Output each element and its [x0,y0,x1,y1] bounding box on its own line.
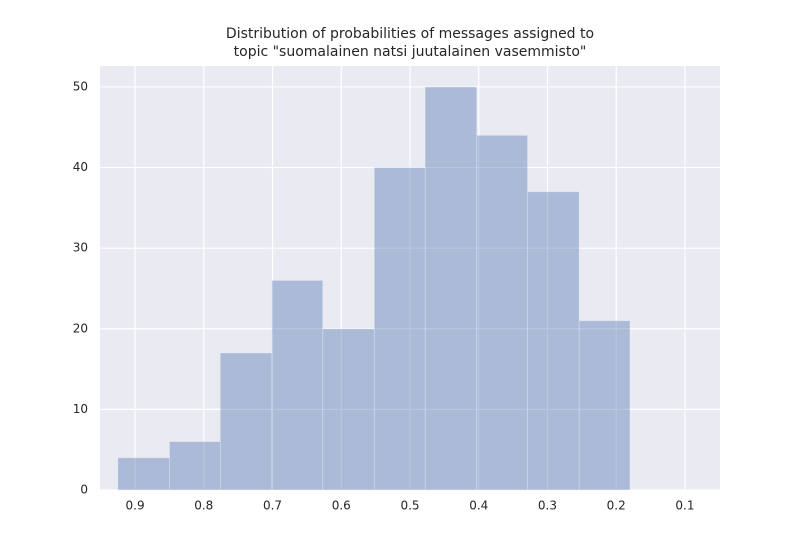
x-tick-label: 0.5 [400,499,419,513]
y-tick-label: 10 [73,402,88,416]
x-tick-label: 0.2 [607,499,626,513]
x-tick-label: 0.3 [538,499,557,513]
x-tick-label: 0.4 [469,499,488,513]
y-tick-label: 40 [73,160,88,174]
bar [527,191,580,491]
x-tick-label: 0.1 [675,499,694,513]
bar [219,352,273,491]
bar [373,167,426,491]
x-tick-label: 0.7 [263,499,282,513]
bar [424,86,478,491]
y-tick-label: 20 [73,321,88,335]
chart-title: Distribution of probabilities of message… [226,26,594,42]
x-tick-label: 0.8 [194,499,213,513]
bar [117,457,170,491]
bar [169,441,221,491]
chart-title: topic "suomalainen natsi juutalainen vas… [234,44,587,60]
y-tick-label: 0 [80,483,88,497]
bar [322,328,375,491]
bar [271,280,324,491]
bar [578,320,631,491]
y-tick-label: 30 [73,241,88,255]
y-tick-label: 50 [73,79,88,93]
x-tick-label: 0.6 [332,499,351,513]
x-tick-label: 0.9 [126,499,145,513]
bar [476,134,528,491]
